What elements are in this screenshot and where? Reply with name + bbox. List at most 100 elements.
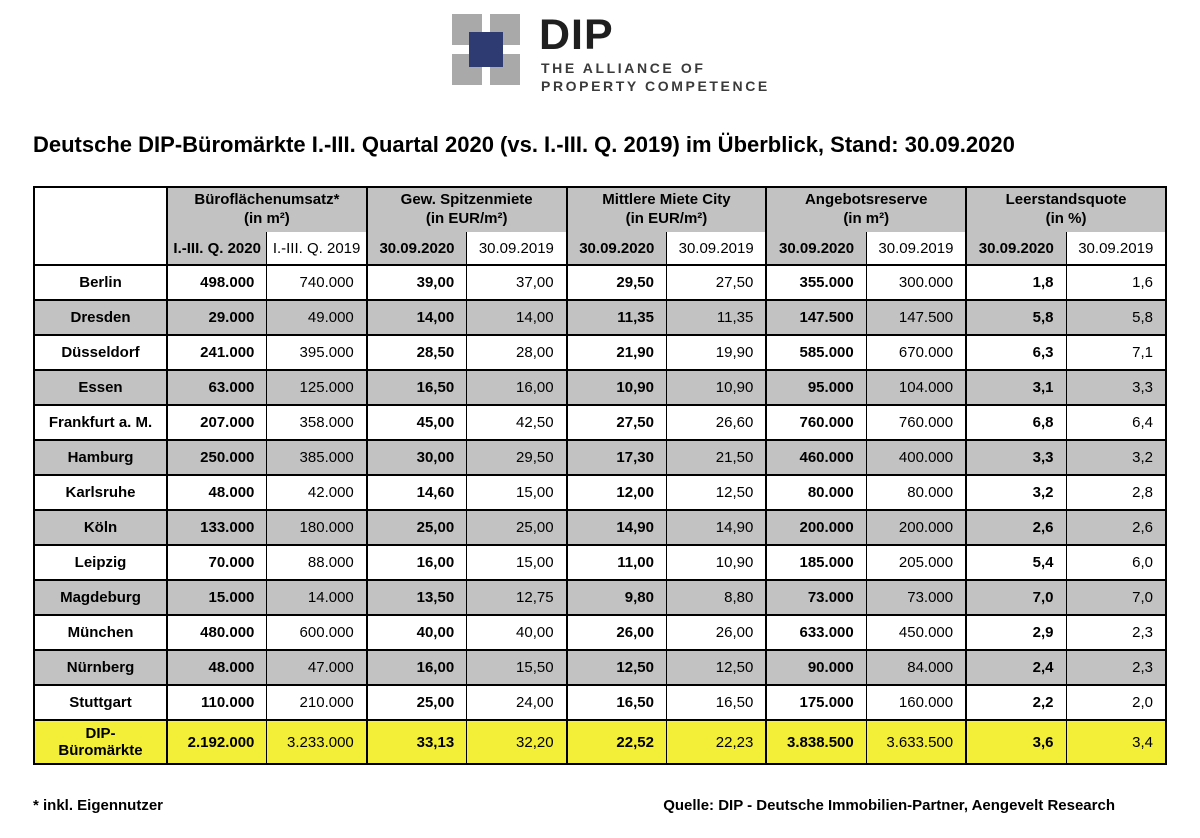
value-cell-2020: 95.000 [765, 369, 867, 406]
table-row-stuttgart: Stuttgart 110.000 210.000 25,00 24,00 16,50 16… [33, 684, 1167, 721]
value-cell-2020: 200.000 [765, 509, 867, 546]
value-cell-2019: 358.000 [266, 404, 368, 441]
value-cell-2020: 460.000 [765, 439, 867, 476]
value-cell-2019: 180.000 [266, 509, 368, 546]
value-cell-2019: 16,00 [466, 369, 568, 406]
logo-tagline-line2: PROPERTY COMPETENCE [541, 78, 770, 94]
corner-cell [33, 186, 168, 266]
subheader-2019: 30.09.2019 [865, 232, 967, 266]
value-cell-2020: 16,00 [365, 649, 468, 686]
value-cell-2019: 385.000 [266, 439, 368, 476]
value-cell-2019: 26,00 [665, 614, 767, 651]
value-cell-2019: 147.500 [865, 299, 967, 336]
value-cell-2019: 16,50 [665, 684, 767, 721]
value-cell-2020: 25,00 [365, 684, 468, 721]
value-cell-2019: 205.000 [865, 544, 967, 581]
table-row-k-ln: Köln 133.000 180.000 25,00 25,00 14,90 14,90 20… [33, 509, 1167, 546]
value-cell-2019: 450.000 [865, 614, 967, 651]
value-cell-2020: 2.192.000 [166, 719, 268, 765]
value-cell-2019: 25,00 [466, 509, 568, 546]
value-cell-2020: 30,00 [365, 439, 468, 476]
value-cell-2019: 3.233.000 [266, 719, 368, 765]
value-cell-2019: 49.000 [266, 299, 368, 336]
value-cell-2020: 480.000 [166, 614, 268, 651]
value-cell-2019: 6,4 [1065, 404, 1167, 441]
value-cell-2020: 16,00 [365, 544, 468, 581]
value-cell-2019: 80.000 [865, 474, 967, 511]
value-cell-2020: 11,00 [565, 544, 667, 581]
value-cell-2020: 147.500 [765, 299, 867, 336]
value-cell-2019: 760.000 [865, 404, 967, 441]
subheader-2019: 30.09.2019 [466, 232, 568, 266]
value-cell-2019: 2,6 [1065, 509, 1167, 546]
value-cell-2019: 1,6 [1065, 264, 1167, 301]
header-sub-row: I.-III. Q. 2020 I.-III. Q. 2019 30.09.2020… [34, 232, 1167, 266]
city-cell: Düsseldorf [33, 334, 168, 371]
value-cell-2019: 160.000 [865, 684, 967, 721]
value-cell-2020: 15.000 [166, 579, 268, 616]
value-cell-2019: 12,50 [665, 474, 767, 511]
value-cell-2020: 6,3 [965, 334, 1067, 371]
value-cell-2020: 133.000 [166, 509, 268, 546]
value-cell-2020: 633.000 [765, 614, 867, 651]
value-cell-2020: 2,2 [965, 684, 1067, 721]
source-note: Quelle: DIP - Deutsche Immobilien-Partne… [663, 797, 1115, 814]
value-cell-2019: 2,3 [1065, 614, 1167, 651]
value-cell-2019: 740.000 [266, 264, 368, 301]
value-cell-2019: 14,00 [466, 299, 568, 336]
value-cell-2019: 200.000 [865, 509, 967, 546]
city-cell: DIP- Büromärkte [33, 719, 168, 765]
value-cell-2020: 3,6 [965, 719, 1067, 765]
markets-table: Büroflächenumsatz* (in m²) Gew. Spitzenmi… [33, 186, 1167, 765]
table-row-essen: Essen 63.000 125.000 16,50 16,00 10,90 10,90 95… [33, 369, 1167, 406]
value-cell-2020: 3,3 [965, 439, 1067, 476]
value-cell-2019: 12,50 [665, 649, 767, 686]
footer: * inkl. Eigennutzer Quelle: DIP - Deutsc… [33, 797, 1115, 814]
value-cell-2020: 241.000 [166, 334, 268, 371]
value-cell-2020: 6,8 [965, 404, 1067, 441]
value-cell-2019: 40,00 [466, 614, 568, 651]
city-cell: Leipzig [33, 544, 168, 581]
value-cell-2020: 12,00 [565, 474, 667, 511]
value-cell-2019: 88.000 [266, 544, 368, 581]
value-cell-2020: 175.000 [765, 684, 867, 721]
value-cell-2019: 3,2 [1065, 439, 1167, 476]
value-cell-2019: 15,50 [466, 649, 568, 686]
value-cell-2019: 395.000 [266, 334, 368, 371]
value-cell-2020: 498.000 [166, 264, 268, 301]
value-cell-2020: 1,8 [965, 264, 1067, 301]
value-cell-2019: 5,8 [1065, 299, 1167, 336]
column-group-header: Angebotsreserve (in m²) [765, 186, 967, 232]
value-cell-2020: 9,80 [565, 579, 667, 616]
value-cell-2019: 15,00 [466, 474, 568, 511]
value-cell-2019: 42.000 [266, 474, 368, 511]
value-cell-2020: 29,50 [565, 264, 667, 301]
value-cell-2020: 2,6 [965, 509, 1067, 546]
value-cell-2020: 10,90 [565, 369, 667, 406]
subheader-2020: 30.09.2020 [565, 232, 667, 266]
value-cell-2019: 600.000 [266, 614, 368, 651]
value-cell-2020: 185.000 [765, 544, 867, 581]
value-cell-2020: 3,1 [965, 369, 1067, 406]
value-cell-2020: 12,50 [565, 649, 667, 686]
table-row-magdeburg: Magdeburg 15.000 14.000 13,50 12,75 9,80 8,80 7… [33, 579, 1167, 616]
value-cell-2020: 5,8 [965, 299, 1067, 336]
table-container: Büroflächenumsatz* (in m²) Gew. Spitzenmi… [33, 186, 1167, 765]
city-cell: Frankfurt a. M. [33, 404, 168, 441]
dip-logo: DIP THE ALLIANCE OF PROPERTY COMPETENCE [452, 14, 770, 93]
value-cell-2020: 2,9 [965, 614, 1067, 651]
city-cell: Dresden [33, 299, 168, 336]
value-cell-2019: 2,0 [1065, 684, 1167, 721]
value-cell-2020: 90.000 [765, 649, 867, 686]
subheader-2019: I.-III. Q. 2019 [266, 232, 368, 266]
value-cell-2020: 3,2 [965, 474, 1067, 511]
table-row-frankfurt-a-m-: Frankfurt a. M. 207.000 358.000 45,00 42,50 2… [33, 404, 1167, 441]
value-cell-2020: 14,00 [365, 299, 468, 336]
table-row-dresden: Dresden 29.000 49.000 14,00 14,00 11,35 11,35 1… [33, 299, 1167, 336]
city-cell: Karlsruhe [33, 474, 168, 511]
value-cell-2020: 110.000 [166, 684, 268, 721]
value-cell-2020: 48.000 [166, 649, 268, 686]
city-cell: Magdeburg [33, 579, 168, 616]
value-cell-2020: 11,35 [565, 299, 667, 336]
